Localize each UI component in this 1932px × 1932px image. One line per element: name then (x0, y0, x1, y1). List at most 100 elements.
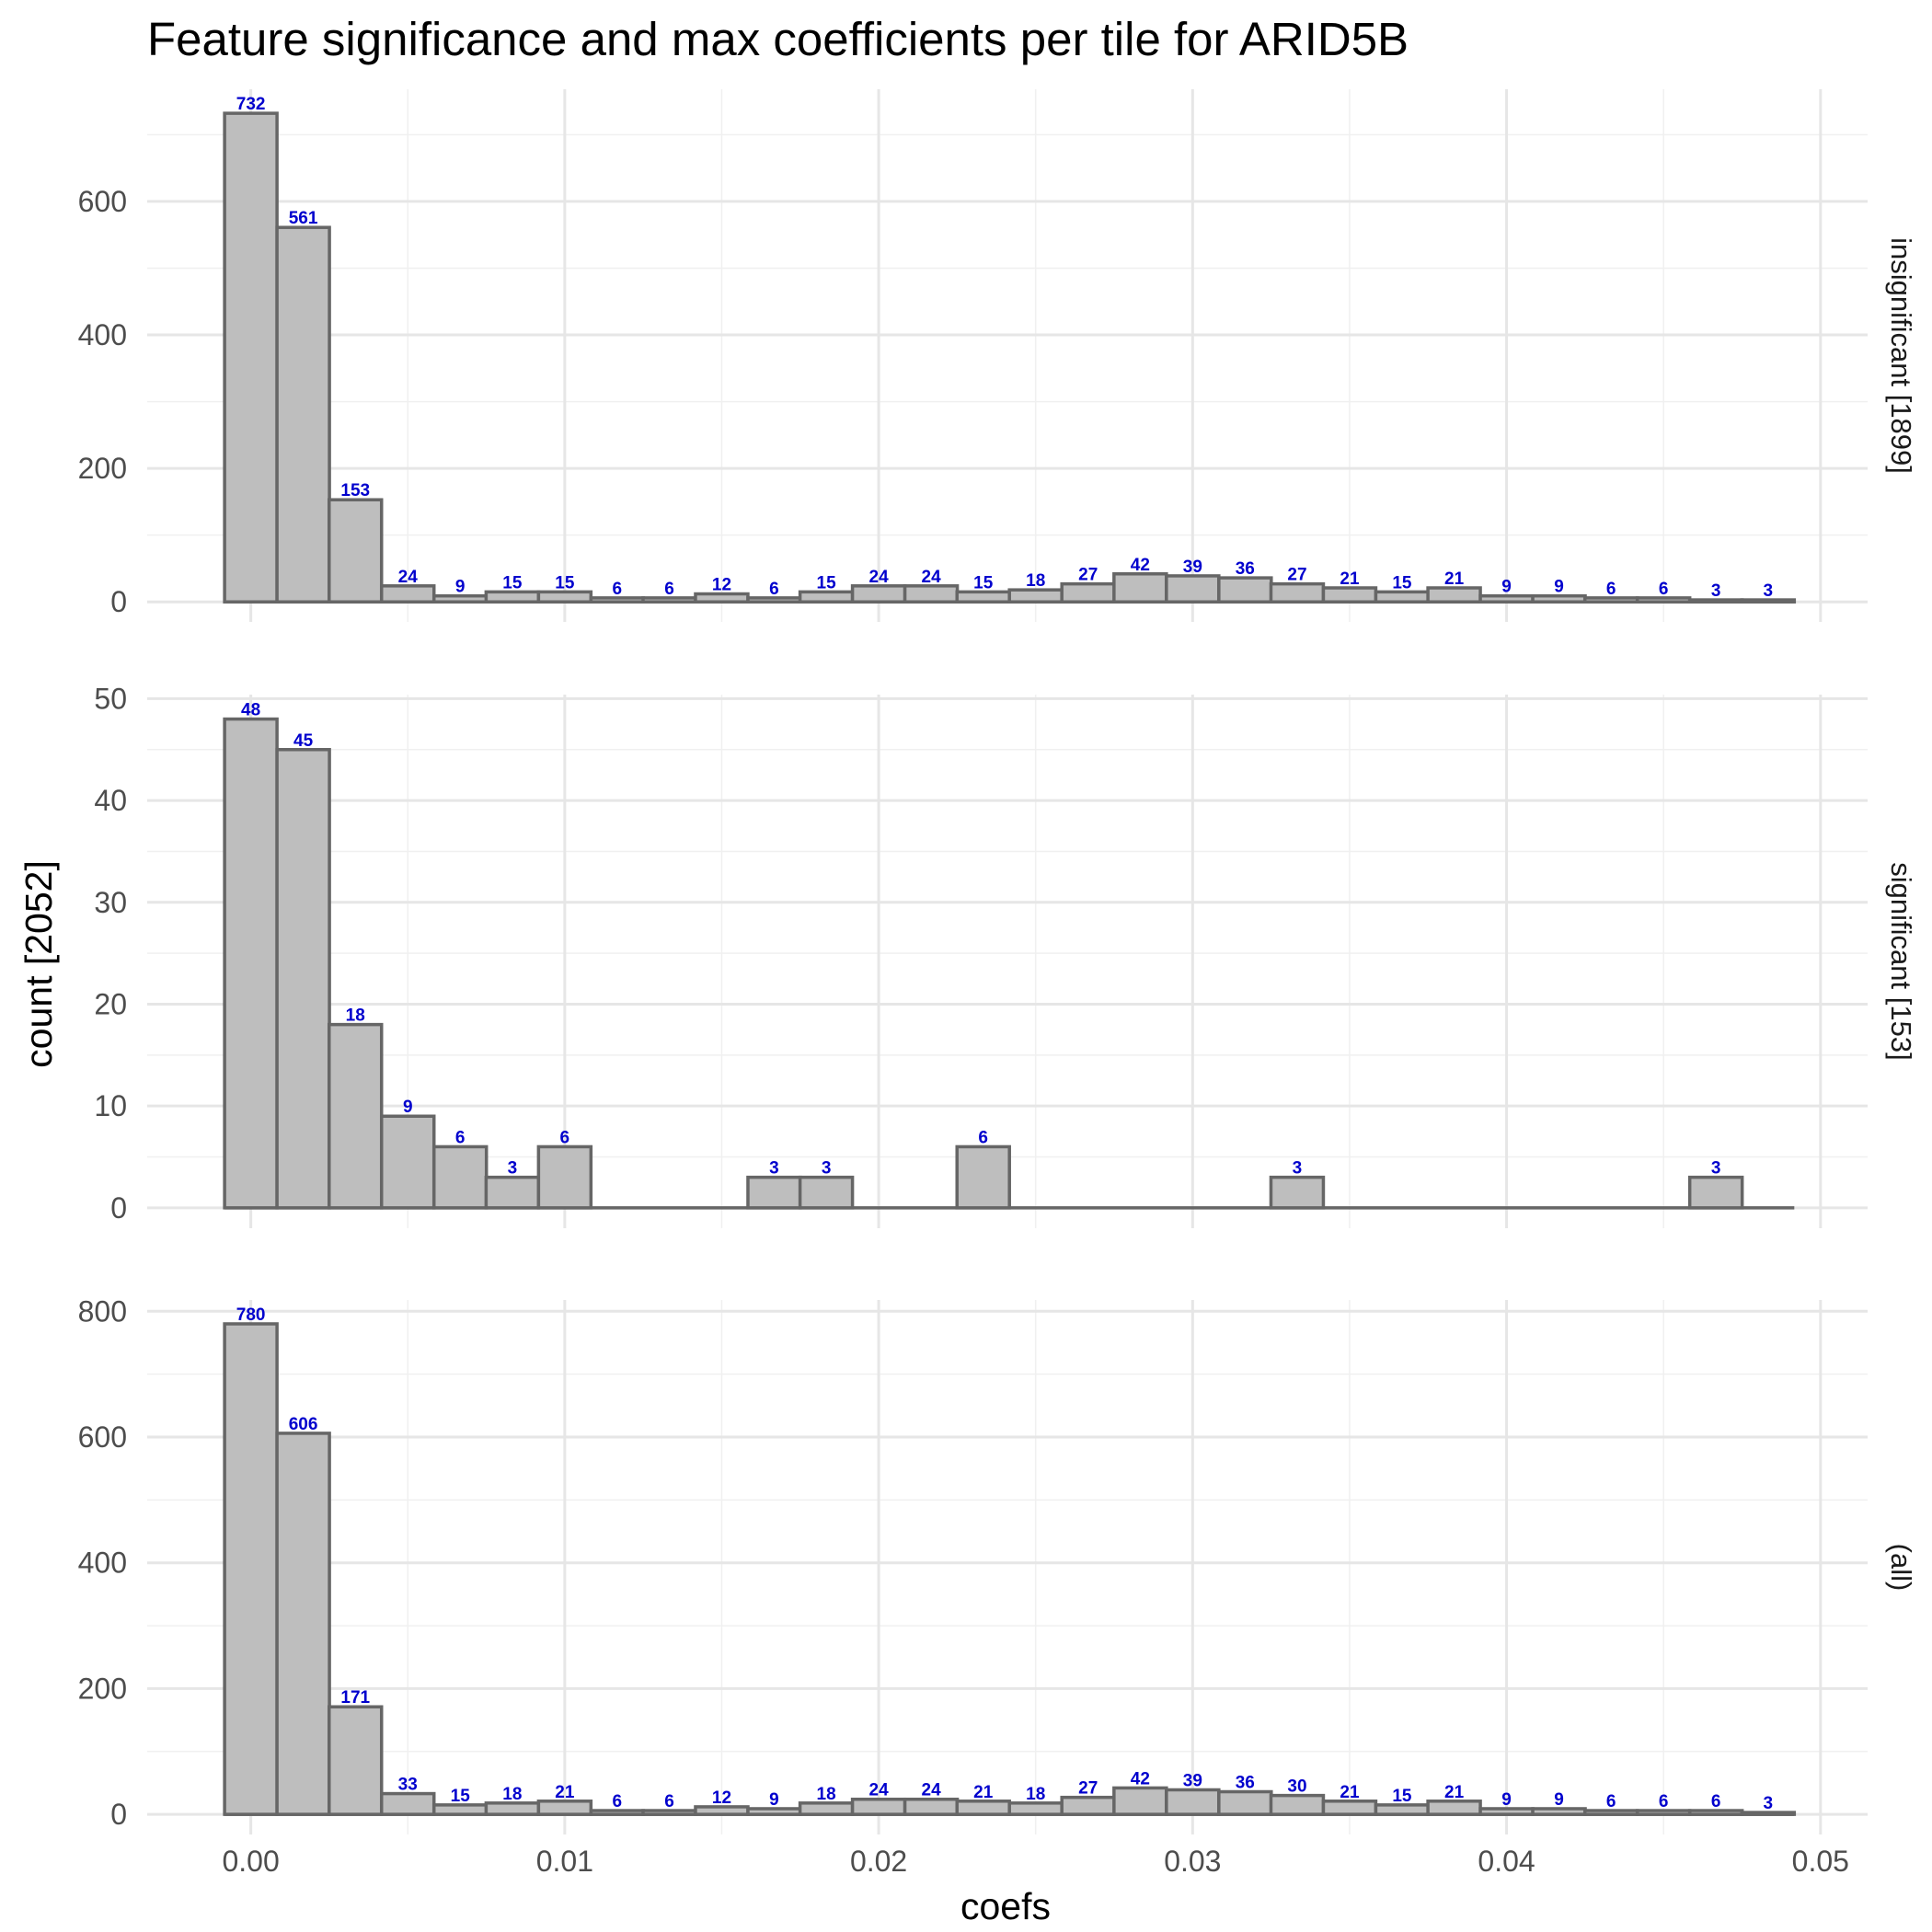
histogram-bar (536, 1800, 593, 1816)
facet-strip-label: (all) (1885, 1544, 1917, 1592)
histogram-bar (798, 1801, 855, 1816)
facet-strip-label: significant [153] (1885, 862, 1917, 1060)
bar-value-label: 21 (1444, 1783, 1465, 1802)
bar-value-label: 9 (1501, 578, 1512, 597)
histogram-bar (1269, 1793, 1326, 1816)
bar-value-label: 15 (451, 1787, 471, 1806)
histogram-bar (1740, 598, 1797, 604)
histogram-bar (1165, 1788, 1221, 1816)
histogram-bar (1165, 574, 1221, 604)
bar-value-label: 15 (555, 573, 575, 592)
histogram-bar (1426, 1800, 1482, 1816)
y-tick-label: 50 (94, 682, 127, 715)
y-tick-label: 600 (78, 1420, 127, 1454)
bar-value-label: 6 (560, 1128, 570, 1147)
histogram-bar (223, 717, 279, 1210)
histogram-bar (694, 592, 750, 604)
bar-value-label: 24 (922, 1781, 942, 1800)
x-tick-label: 0.05 (1792, 1845, 1849, 1878)
histogram-bar (798, 590, 855, 604)
x-axis-title: coefs (960, 1885, 1051, 1927)
y-tick-label: 400 (78, 1547, 127, 1580)
histogram-bar (1321, 586, 1378, 604)
bar-value-label: 6 (1606, 1792, 1616, 1811)
bar-value-label: 3 (1711, 581, 1721, 601)
facet-strip-label: insignificant [1899] (1885, 237, 1917, 474)
bar-value-label: 21 (1444, 569, 1465, 589)
bar-value-label: 33 (398, 1776, 418, 1795)
histogram-bar (1374, 1803, 1431, 1816)
bar-value-label: 24 (398, 568, 419, 587)
bar-value-label: 39 (1183, 558, 1202, 577)
histogram-bar (850, 1797, 907, 1816)
bar-value-label: 9 (1554, 578, 1564, 597)
bar-value-label: 6 (1659, 580, 1669, 599)
panel-3: 0 200 400 600 800 780 606 171 33 15 18 21 6 6 12 9 18 24 2… (78, 1294, 1917, 1834)
histogram-bar (1687, 1175, 1744, 1210)
bar-value-label: 27 (1078, 1779, 1098, 1799)
y-tick-label: 30 (94, 886, 127, 919)
histogram-bar (798, 1175, 855, 1210)
bar-value-label: 27 (1078, 566, 1098, 585)
bar-value-label: 36 (1236, 1774, 1255, 1793)
bar-value-label: 6 (1711, 1792, 1721, 1811)
histogram-bar (275, 1432, 331, 1816)
bar-value-label: 18 (346, 1006, 365, 1026)
histogram-bar (223, 111, 279, 604)
x-tick-label: 0.02 (850, 1845, 907, 1878)
histogram-bar (484, 1175, 541, 1210)
bar-value-label: 45 (293, 731, 314, 751)
histogram-bar (484, 1801, 541, 1816)
histogram-bar (1007, 1801, 1064, 1816)
histogram-bar (1374, 590, 1431, 604)
bar-value-label: 6 (455, 1128, 466, 1147)
histogram-bar (431, 1144, 489, 1210)
panel-2: 0 10 20 30 40 50 48 45 18 9 6 3 6 3 3 6 3 3 significant [1… (94, 682, 1917, 1228)
y-tick-label: 800 (78, 1294, 127, 1328)
bar-value-label: 15 (1392, 573, 1412, 592)
histogram-bar (955, 1800, 1011, 1816)
y-tick-label: 20 (94, 987, 127, 1020)
y-tick-label: 400 (78, 318, 127, 351)
bar-value-label: 18 (1026, 1785, 1045, 1804)
histogram-bar (1060, 1795, 1116, 1816)
bar-value-label: 9 (769, 1790, 779, 1810)
histogram-bar (903, 1797, 960, 1816)
bar-value-label: 21 (1340, 1783, 1360, 1802)
y-tick-label: 0 (110, 585, 127, 618)
histogram-bar (536, 1144, 593, 1210)
bar-value-label: 606 (289, 1415, 318, 1434)
histogram-bar (1269, 581, 1326, 604)
bar-value-label: 3 (1764, 1794, 1774, 1813)
bar-value-label: 6 (664, 1792, 674, 1811)
bar-value-label: 9 (1554, 1790, 1564, 1810)
bar-value-label: 6 (1606, 580, 1616, 599)
bar-value-label: 27 (1287, 566, 1306, 585)
y-axis-title: count [2052] (17, 860, 60, 1068)
histogram-bar (1217, 1789, 1273, 1816)
bar-value-label: 153 (340, 481, 370, 500)
histogram-bar (903, 584, 960, 604)
bar-value-label: 3 (508, 1159, 518, 1179)
bar-value-label: 24 (869, 1781, 890, 1800)
bar-value-label: 9 (1501, 1790, 1512, 1810)
histogram-bar (327, 498, 384, 604)
bar-value-label: 6 (769, 580, 779, 599)
bar-value-label: 36 (1236, 559, 1255, 579)
y-tick-label: 600 (78, 185, 127, 218)
bar-value-label: 3 (1293, 1159, 1303, 1179)
bar-value-label: 42 (1131, 1769, 1150, 1788)
histogram-bar (1740, 1811, 1797, 1816)
histogram-bar (1269, 1175, 1326, 1210)
x-tick-label: 0.03 (1164, 1845, 1221, 1878)
bar-value-label: 48 (241, 701, 260, 720)
histogram-bar (955, 1144, 1011, 1210)
bar-value-label: 21 (1340, 569, 1360, 589)
histogram-bar (746, 1175, 802, 1210)
histogram-bar (223, 1322, 279, 1816)
x-tick-label: 0.00 (222, 1845, 279, 1878)
bar-value-label: 3 (769, 1159, 779, 1179)
histogram-bar (379, 584, 436, 604)
